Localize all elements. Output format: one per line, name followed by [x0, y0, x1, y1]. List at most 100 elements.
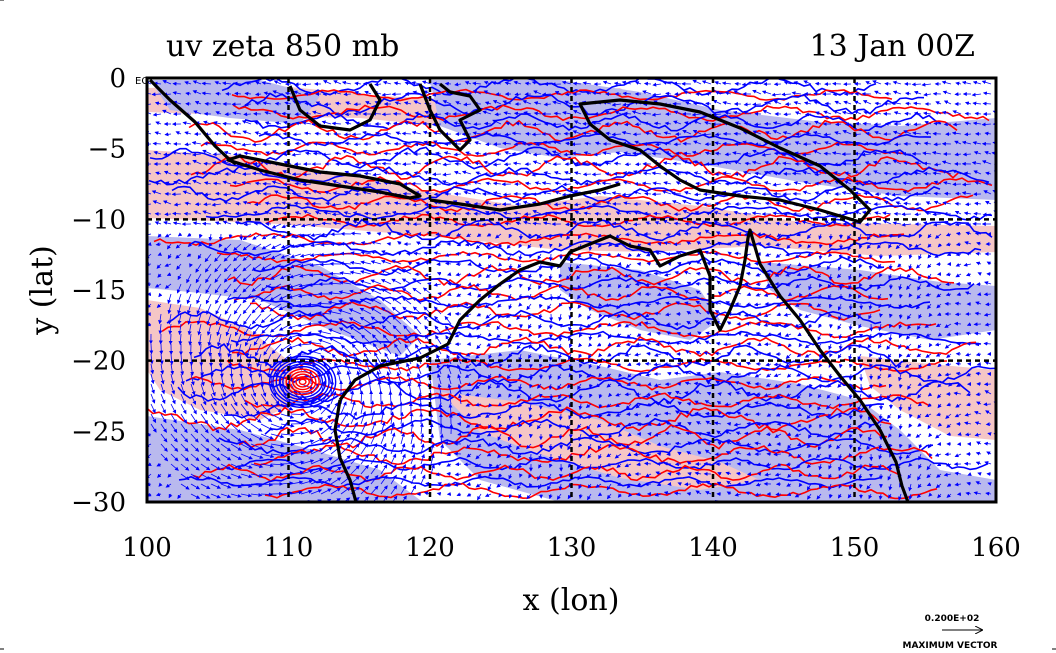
wind-vector — [998, 382, 1001, 384]
wind-vector — [393, 121, 402, 126]
wind-vector — [404, 121, 412, 126]
wind-vector — [676, 381, 682, 386]
wind-vector — [155, 121, 162, 126]
wind-vector — [263, 131, 272, 136]
wind-vector — [175, 131, 182, 135]
wind-vector — [964, 111, 972, 116]
wind-vector — [517, 504, 521, 509]
wind-vector — [591, 202, 602, 207]
wind-vector — [622, 102, 632, 107]
wind-vector — [664, 121, 672, 126]
wind-vector — [393, 81, 402, 86]
wind-vector — [783, 80, 792, 85]
wind-vector — [916, 504, 921, 509]
wind-vector — [334, 101, 342, 106]
wind-vector — [331, 212, 342, 217]
wind-vector — [414, 111, 422, 116]
wind-vector — [421, 80, 432, 85]
wind-vector — [505, 121, 512, 126]
y-axis-label: y (lat) — [25, 245, 60, 335]
wind-vector — [381, 92, 392, 97]
wind-vector — [982, 91, 992, 96]
wind-vector — [154, 101, 162, 106]
wind-vector — [645, 504, 651, 507]
wind-vector — [254, 101, 262, 106]
wind-vector — [203, 120, 212, 125]
negative-contour — [205, 204, 993, 221]
wind-vector — [614, 111, 622, 115]
wind-vector — [921, 82, 932, 87]
x-tick-label: 120 — [405, 533, 455, 563]
wind-vector — [834, 100, 842, 105]
wind-vector — [627, 504, 631, 506]
chart-date: 13 Jan 00Z — [810, 29, 976, 64]
wind-vector — [983, 402, 992, 407]
wind-vector — [182, 121, 192, 126]
wind-vector — [658, 504, 661, 505]
wind-vector — [513, 80, 522, 85]
wind-vector — [819, 504, 821, 509]
wind-vector — [585, 91, 592, 96]
wind-vector — [905, 101, 912, 106]
wind-vector — [975, 251, 982, 256]
wind-vector — [803, 101, 812, 106]
wind-vector — [724, 91, 732, 96]
wind-vector — [981, 80, 992, 85]
wind-vector — [433, 112, 442, 117]
wind-vector — [301, 121, 312, 125]
wind-vector — [282, 182, 292, 187]
wind-vector — [840, 504, 842, 508]
wind-vector — [552, 100, 562, 105]
wind-vector — [738, 504, 742, 505]
wind-vector — [528, 453, 533, 462]
wind-vector — [509, 504, 511, 508]
wind-vector — [735, 261, 742, 266]
wind-vector — [865, 81, 872, 85]
negative-contour — [223, 400, 885, 421]
wind-vector — [532, 192, 542, 197]
wind-vector — [233, 81, 242, 86]
wind-vector — [472, 90, 482, 95]
wind-vector — [611, 102, 622, 107]
wind-vector — [244, 102, 252, 107]
wind-vector — [814, 81, 822, 86]
wind-vector — [272, 110, 282, 115]
wind-vector — [154, 131, 162, 136]
wind-vector — [781, 92, 792, 97]
wind-vector — [665, 91, 672, 96]
wind-vector — [683, 90, 692, 95]
wind-vector — [489, 504, 491, 508]
wind-vector — [524, 81, 532, 86]
wind-vector — [815, 111, 822, 116]
wind-vector — [231, 504, 241, 506]
wind-vector — [565, 121, 572, 126]
wind-vector — [773, 100, 782, 105]
y-axis-ticks: 0 −5 −10 −15 −20 −25 −30 — [71, 64, 126, 518]
wind-vector — [433, 192, 442, 197]
wind-vector — [456, 504, 461, 506]
wind-vector — [737, 232, 742, 236]
wind-vector — [551, 122, 562, 127]
wind-vector — [503, 111, 512, 116]
wind-vector — [848, 443, 853, 450]
vector-legend-magnitude: 0.200E+02 — [925, 614, 980, 624]
wind-vector — [572, 81, 582, 86]
wind-vector — [721, 81, 732, 86]
wind-vector — [913, 90, 922, 95]
wind-vector — [618, 504, 621, 506]
wind-vector — [295, 121, 302, 126]
wind-vector — [982, 101, 992, 106]
wind-vector — [884, 91, 892, 96]
wind-vector — [622, 91, 632, 96]
wind-vector — [955, 81, 962, 86]
wind-vector — [447, 504, 451, 505]
positive-zone-east — [860, 356, 996, 440]
positive-contour — [192, 463, 902, 483]
wind-vector — [785, 121, 792, 126]
wind-vector — [897, 504, 901, 509]
wind-vector — [578, 393, 583, 400]
wind-vector — [793, 101, 802, 105]
wind-vector — [848, 413, 853, 420]
wind-vector — [251, 504, 261, 505]
wind-vector — [513, 142, 522, 147]
